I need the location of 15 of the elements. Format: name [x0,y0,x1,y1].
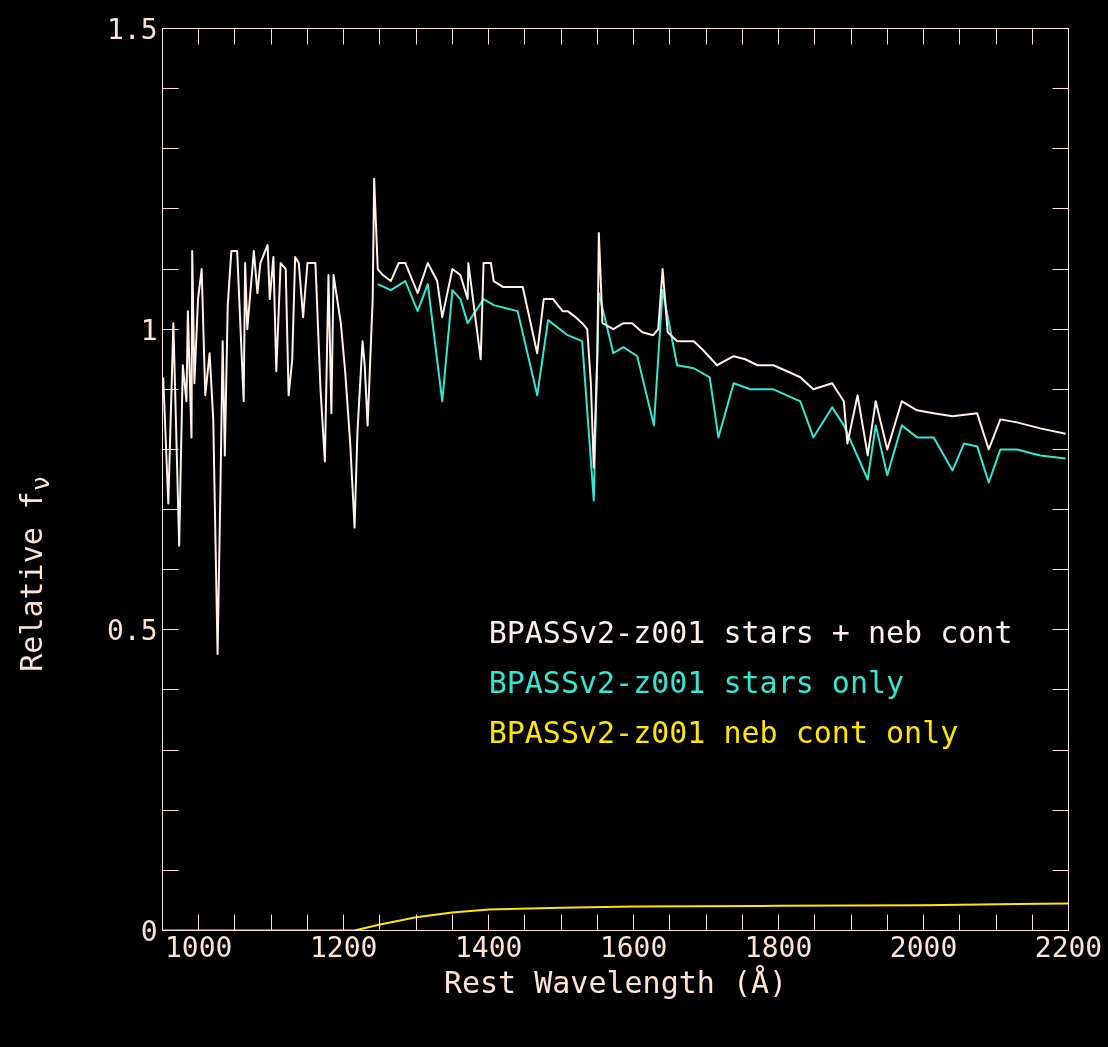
y-tick-label: 1 [140,313,158,347]
x-tick-label: 1200 [309,930,378,964]
x-tick-label: 1600 [599,930,668,964]
y-tick-label: 0.5 [106,614,158,648]
x-tick-label: 1800 [744,930,813,964]
y-tick-label: 1.5 [106,13,158,46]
text: BPASSv2-z001 neb cont only [488,714,959,750]
x-tick-label: 1400 [454,930,523,964]
x-tick-label: 1000 [165,930,233,964]
x-tick-label: 2200 [1034,930,1103,964]
y-tick-label: 0 [140,915,158,948]
x-axis-title: Rest Wavelength (Å) [443,964,788,1000]
text: BPASSv2-z001 stars only [488,664,905,700]
text: BPASSv2-z001 stars + neb cont [488,615,1013,651]
x-tick-label: 2000 [889,930,958,964]
